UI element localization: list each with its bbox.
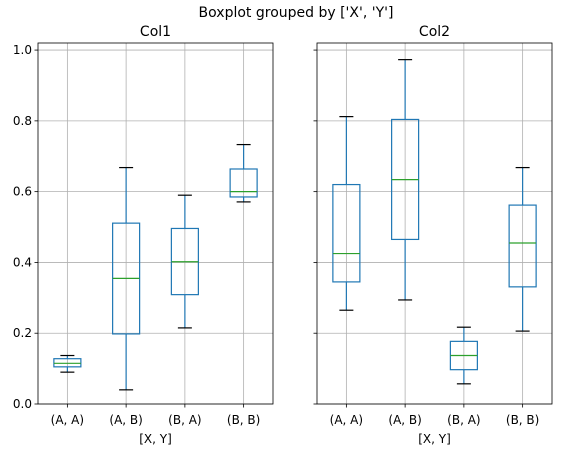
box-iqr xyxy=(332,183,361,283)
axes-frame xyxy=(37,42,274,405)
x-axis-label: [X, Y] xyxy=(418,432,451,446)
y-tick-label: 0.0 xyxy=(13,397,32,411)
y-tick-label: 0.4 xyxy=(13,255,32,269)
box-ab xyxy=(391,59,420,301)
x-tick-label: (A, B) xyxy=(388,413,421,427)
box-bb xyxy=(508,166,537,332)
box-bb xyxy=(229,143,258,203)
y-tick-label: 1.0 xyxy=(13,43,32,57)
box-iqr xyxy=(229,168,258,198)
x-tick-label: (B, A) xyxy=(447,413,480,427)
x-tick-label: (A, A) xyxy=(330,413,363,427)
x-tick-label: (B, A) xyxy=(168,413,201,427)
y-tick-label: 0.2 xyxy=(13,326,32,340)
panels: 0.0 0.2 0.4 0.6 0.8 1.0 (A, A) (A, B) (B, A) (B, … xyxy=(13,24,553,446)
panel-1: 0.0 0.2 0.4 0.6 0.8 1.0 (A, A) (A, B) (B, A) (B, … xyxy=(13,24,274,446)
box-ba xyxy=(170,194,199,329)
y-tick-label: 0.8 xyxy=(13,114,32,128)
figure-suptitle: Boxplot grouped by ['X', 'Y'] xyxy=(199,5,394,21)
box-aa xyxy=(53,354,82,373)
panel-title: Col1 xyxy=(140,24,171,40)
x-tick-label: (B, B) xyxy=(506,413,539,427)
panel-title: Col2 xyxy=(419,24,450,40)
x-tick-label: (A, B) xyxy=(109,413,142,427)
x-axis-label: [X, Y] xyxy=(139,432,172,446)
box-ab xyxy=(112,166,141,391)
x-tick-label: (B, B) xyxy=(227,413,260,427)
x-tick-label: (A, A) xyxy=(51,413,84,427)
box-aa xyxy=(332,116,361,311)
axes-frame xyxy=(316,42,553,405)
box-iqr xyxy=(508,204,537,288)
box-ba xyxy=(449,326,478,385)
panel-2: (A, A) (A, B) (B, A) (B, B) Col2 [X, Y] xyxy=(313,24,553,446)
y-tick-label: 0.6 xyxy=(13,185,32,199)
